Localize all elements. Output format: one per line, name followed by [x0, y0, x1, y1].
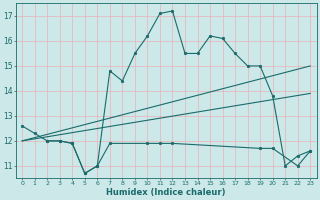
X-axis label: Humidex (Indice chaleur): Humidex (Indice chaleur) [107, 188, 226, 197]
